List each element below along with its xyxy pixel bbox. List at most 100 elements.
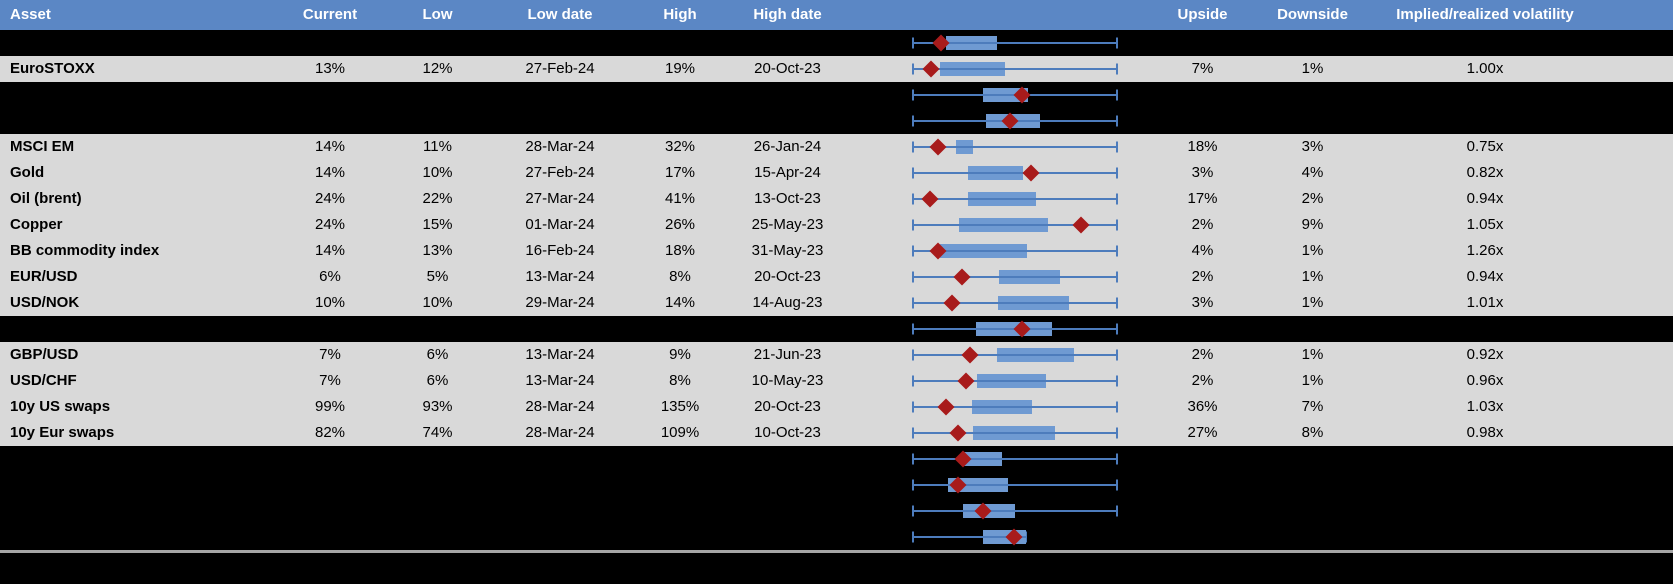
cell-high[interactable]: 109%: [660, 424, 700, 441]
cell-high[interactable]: 8%: [669, 372, 691, 389]
cell-high-date[interactable]: 21-Jun-23: [753, 346, 822, 363]
cell-low[interactable]: 22%: [422, 190, 453, 207]
cell-low[interactable]: 10%: [422, 164, 453, 181]
cell-asset[interactable]: GBP/USD: [10, 346, 79, 363]
cell-current[interactable]: 14%: [314, 138, 346, 155]
column-header-low-date[interactable]: Low date: [527, 6, 593, 23]
cell-upside[interactable]: 2%: [1191, 268, 1214, 285]
cell-high[interactable]: 26%: [664, 216, 696, 233]
cell-asset[interactable]: USD/NOK: [10, 294, 80, 311]
cell-low-date[interactable]: 01-Mar-24: [525, 216, 595, 233]
cell-high-date[interactable]: 20-Oct-23: [754, 398, 821, 415]
cell-implied-realized[interactable]: 0.94x: [1466, 190, 1504, 207]
cell-asset[interactable]: Oil (brent): [10, 190, 82, 207]
column-header-downside[interactable]: Downside: [1277, 6, 1348, 23]
cell-downside[interactable]: 1%: [1301, 294, 1324, 311]
cell-current[interactable]: 24%: [314, 216, 346, 233]
cell-upside[interactable]: 2%: [1191, 372, 1214, 389]
cell-implied-realized[interactable]: 0.98x: [1466, 424, 1504, 441]
cell-low[interactable]: 15%: [422, 216, 453, 233]
cell-current[interactable]: 7%: [319, 372, 341, 389]
column-header-current[interactable]: Current: [302, 6, 358, 23]
cell-implied-realized[interactable]: 1.05x: [1466, 216, 1504, 233]
cell-downside[interactable]: 1%: [1301, 346, 1324, 363]
cell-asset[interactable]: Copper: [10, 216, 63, 233]
cell-downside[interactable]: 1%: [1301, 60, 1324, 77]
cell-asset[interactable]: EuroSTOXX: [10, 60, 95, 77]
cell-low[interactable]: 6%: [426, 372, 449, 389]
cell-implied-realized[interactable]: 0.75x: [1466, 138, 1504, 155]
cell-low-date[interactable]: 16-Feb-24: [525, 242, 595, 259]
cell-high[interactable]: 17%: [664, 164, 696, 181]
cell-high-date[interactable]: 25-May-23: [751, 216, 824, 233]
cell-implied-realized[interactable]: 1.03x: [1466, 398, 1504, 415]
cell-current[interactable]: 13%: [314, 60, 346, 77]
cell-downside[interactable]: 3%: [1301, 138, 1324, 155]
cell-low[interactable]: 93%: [422, 398, 453, 415]
cell-asset[interactable]: Gold: [10, 164, 45, 181]
cell-low-date[interactable]: 29-Mar-24: [525, 294, 595, 311]
cell-high-date[interactable]: 10-May-23: [751, 372, 824, 389]
cell-current[interactable]: 7%: [319, 346, 341, 363]
cell-upside[interactable]: 7%: [1191, 60, 1214, 77]
column-header-implied-realized-volatility[interactable]: Implied/realized volatility: [1396, 6, 1574, 23]
cell-asset[interactable]: BB commodity index: [10, 242, 160, 259]
cell-low-date[interactable]: 13-Mar-24: [525, 346, 595, 363]
column-header-asset[interactable]: Asset: [10, 6, 51, 23]
cell-downside[interactable]: 7%: [1301, 398, 1324, 415]
cell-high-date[interactable]: 13-Oct-23: [754, 190, 821, 207]
cell-high[interactable]: 135%: [660, 398, 700, 415]
cell-high-date[interactable]: 14-Aug-23: [752, 294, 823, 311]
cell-downside[interactable]: 1%: [1301, 242, 1324, 259]
cell-low-date[interactable]: 13-Mar-24: [525, 372, 595, 389]
cell-upside[interactable]: 2%: [1191, 216, 1214, 233]
cell-asset[interactable]: EUR/USD: [10, 268, 78, 285]
cell-current[interactable]: 24%: [314, 190, 346, 207]
cell-low[interactable]: 10%: [422, 294, 453, 311]
cell-current[interactable]: 14%: [314, 242, 346, 259]
cell-high[interactable]: 18%: [664, 242, 696, 259]
cell-low[interactable]: 6%: [426, 346, 449, 363]
cell-low-date[interactable]: 28-Mar-24: [525, 424, 595, 441]
cell-implied-realized[interactable]: 1.01x: [1466, 294, 1504, 311]
cell-high-date[interactable]: 26-Jan-24: [753, 138, 822, 155]
cell-implied-realized[interactable]: 0.96x: [1466, 372, 1504, 389]
cell-high[interactable]: 32%: [664, 138, 696, 155]
cell-current[interactable]: 99%: [314, 398, 346, 415]
column-header-high-date[interactable]: High date: [753, 6, 822, 23]
cell-low-date[interactable]: 27-Mar-24: [525, 190, 595, 207]
cell-current[interactable]: 10%: [314, 294, 346, 311]
cell-low[interactable]: 12%: [422, 60, 453, 77]
cell-low[interactable]: 5%: [426, 268, 449, 285]
cell-upside[interactable]: 18%: [1187, 138, 1218, 155]
cell-low-date[interactable]: 28-Mar-24: [525, 398, 595, 415]
cell-current[interactable]: 82%: [314, 424, 346, 441]
cell-current[interactable]: 14%: [314, 164, 346, 181]
cell-implied-realized[interactable]: 0.92x: [1466, 346, 1504, 363]
cell-implied-realized[interactable]: 1.26x: [1466, 242, 1504, 259]
cell-low-date[interactable]: 28-Mar-24: [525, 138, 595, 155]
cell-downside[interactable]: 2%: [1301, 190, 1324, 207]
cell-asset[interactable]: USD/CHF: [10, 372, 77, 389]
cell-low-date[interactable]: 27-Feb-24: [525, 60, 595, 77]
column-header-high[interactable]: High: [663, 6, 697, 23]
cell-upside[interactable]: 36%: [1187, 398, 1218, 415]
cell-low[interactable]: 13%: [422, 242, 453, 259]
cell-implied-realized[interactable]: 0.82x: [1466, 164, 1504, 181]
cell-low-date[interactable]: 27-Feb-24: [525, 164, 595, 181]
cell-downside[interactable]: 9%: [1301, 216, 1324, 233]
cell-high[interactable]: 19%: [664, 60, 696, 77]
cell-upside[interactable]: 27%: [1187, 424, 1218, 441]
cell-high[interactable]: 9%: [669, 346, 691, 363]
cell-upside[interactable]: 2%: [1191, 346, 1214, 363]
cell-upside[interactable]: 17%: [1187, 190, 1218, 207]
cell-downside[interactable]: 1%: [1301, 372, 1324, 389]
cell-upside[interactable]: 4%: [1191, 242, 1214, 259]
cell-downside[interactable]: 8%: [1301, 424, 1324, 441]
cell-downside[interactable]: 4%: [1301, 164, 1324, 181]
cell-asset[interactable]: MSCI EM: [10, 138, 75, 155]
cell-high-date[interactable]: 20-Oct-23: [754, 60, 821, 77]
cell-implied-realized[interactable]: 1.00x: [1466, 60, 1504, 77]
cell-downside[interactable]: 1%: [1301, 268, 1324, 285]
cell-current[interactable]: 6%: [319, 268, 341, 285]
